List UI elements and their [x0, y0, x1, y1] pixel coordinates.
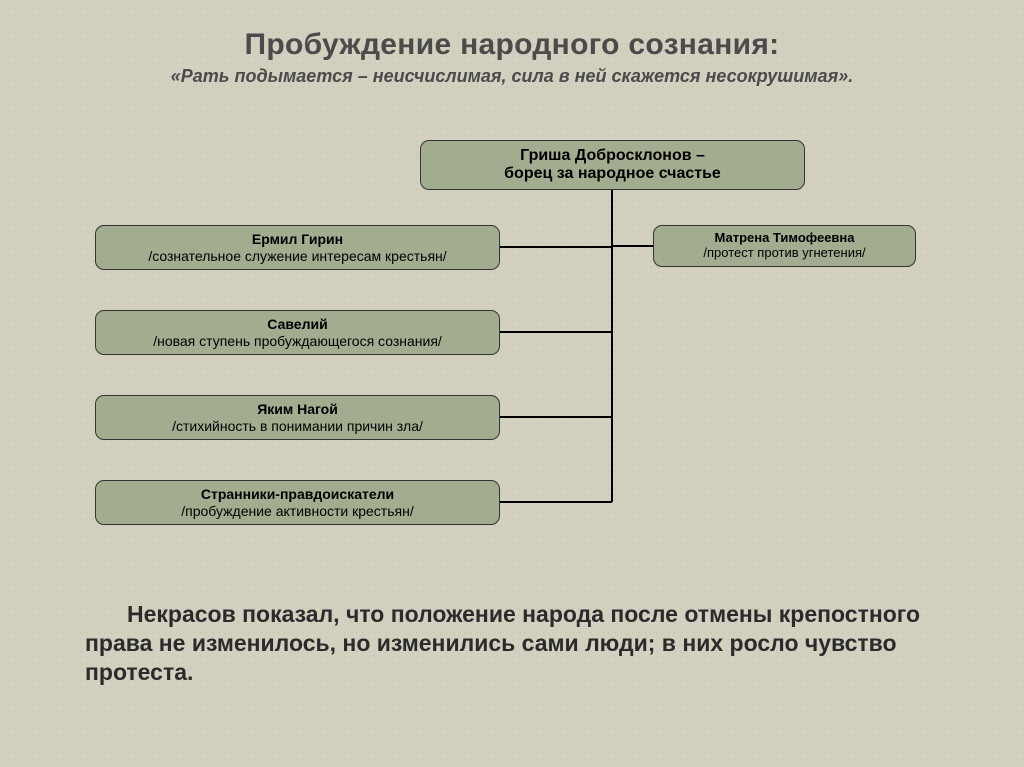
node-top-line2: борец за народное счастье [504, 165, 721, 183]
node-right-line2: /протест против угнетения/ [703, 246, 865, 261]
node-n2-line1: Савелий [267, 316, 327, 332]
node-n3: Яким Нагой/стихийность в понимании причи… [95, 395, 500, 440]
title-block: Пробуждение народного сознания: «Рать по… [0, 28, 1024, 87]
node-n1: Ермил Гирин/сознательное служение интере… [95, 225, 500, 270]
node-n2-line2: /новая ступень пробуждающегося сознания/ [153, 333, 442, 349]
node-n4-line1: Странники-правдоискатели [201, 486, 394, 502]
node-n4: Странники-правдоискатели/пробуждение акт… [95, 480, 500, 525]
node-top: Гриша Добросклонов –борец за народное сч… [420, 140, 805, 190]
node-n3-line1: Яким Нагой [257, 401, 338, 417]
conclusion-text: Некрасов показал, что положение народа п… [85, 600, 945, 686]
node-right-line1: Матрена Тимофеевна [714, 231, 854, 246]
node-n2: Савелий/новая ступень пробуждающегося со… [95, 310, 500, 355]
node-n4-line2: /пробуждение активности крестьян/ [181, 503, 413, 519]
node-n1-line2: /сознательное служение интересам крестья… [148, 248, 446, 264]
page-subtitle: «Рать подымается – неисчислимая, сила в … [0, 66, 1024, 87]
node-right: Матрена Тимофеевна/протест против угнете… [653, 225, 916, 267]
page-title: Пробуждение народного сознания: [0, 28, 1024, 62]
node-n1-line1: Ермил Гирин [252, 231, 343, 247]
node-top-line1: Гриша Добросклонов – [520, 147, 705, 165]
node-n3-line2: /стихийность в понимании причин зла/ [172, 418, 423, 434]
